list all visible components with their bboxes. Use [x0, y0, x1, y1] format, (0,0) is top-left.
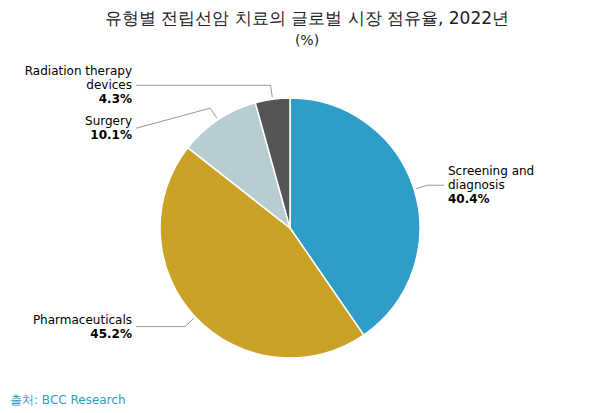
slice-label: Screening anddiagnosis [448, 164, 534, 192]
value-label: 4.3% [99, 92, 132, 106]
leader-line [136, 108, 217, 128]
title: 유형별 전립선암 치료의 글로벌 시장 점유율, 2022년 [105, 8, 509, 28]
slice-label: Surgery [85, 114, 132, 128]
chart-container: 유형별 전립선암 치료의 글로벌 시장 점유율, 2022년 (%) Screeni… [0, 0, 614, 413]
value-label: 40.4% [448, 192, 490, 206]
value-label: 10.1% [90, 128, 132, 142]
slice-label: Pharmaceuticals [33, 313, 132, 327]
pie-slice [255, 98, 290, 228]
subtitle: (%) [295, 32, 319, 48]
leader-line [136, 85, 272, 97]
leader-line [136, 318, 194, 326]
labels: Screening anddiagnosis40.4% Pharmaceutica… [25, 64, 534, 340]
leader-line [416, 185, 444, 189]
chart-svg: 유형별 전립선암 치료의 글로벌 시장 점유율, 2022년 (%) Screeni… [0, 0, 614, 413]
value-label: 45.2% [90, 327, 132, 341]
source-note: 출처: BCC Research [10, 393, 126, 407]
pie [160, 98, 420, 358]
slice-label: Radiation therapydevices [25, 64, 132, 92]
